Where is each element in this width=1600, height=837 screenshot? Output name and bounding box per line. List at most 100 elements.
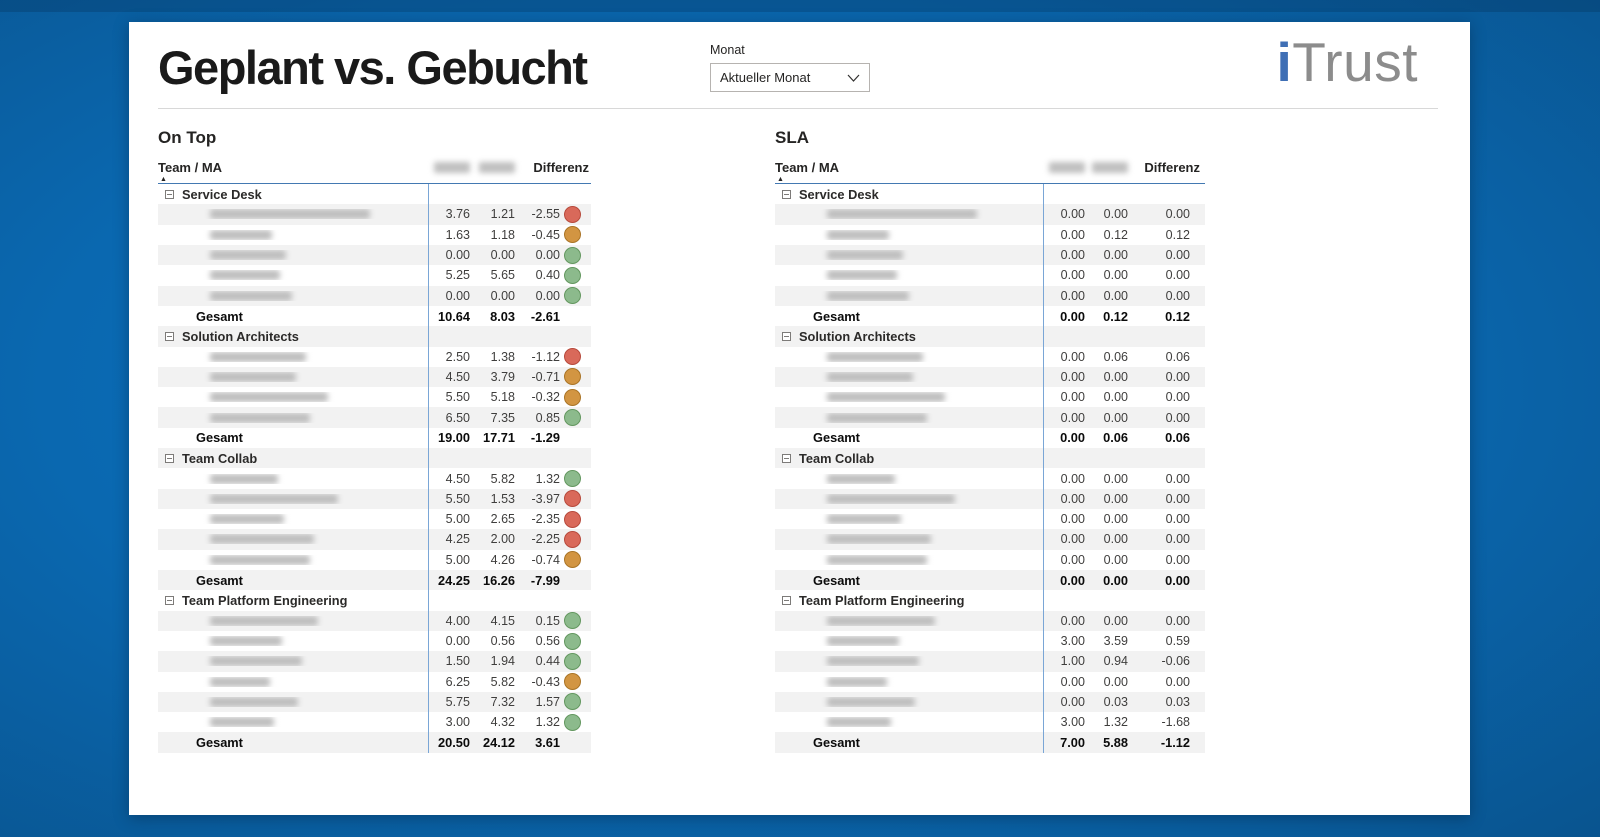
member-row[interactable]: 0.00 0.00 0.00 — [775, 204, 1205, 225]
member-row[interactable]: 0.00 0.00 0.00 — [775, 509, 1205, 529]
member-row[interactable]: 5.25 5.65 0.40 — [158, 265, 591, 285]
member-name-cell — [158, 412, 428, 423]
collapse-minus-icon[interactable] — [782, 595, 791, 605]
month-dropdown[interactable]: Aktueller Monat — [710, 63, 870, 92]
member-row[interactable]: 0.00 0.00 0.00 — [158, 285, 591, 306]
member-row[interactable]: 0.00 0.00 0.00 — [775, 366, 1205, 388]
member-row[interactable]: 0.00 0.06 0.06 — [775, 347, 1205, 367]
member-row[interactable]: 0.00 0.00 0.00 — [775, 244, 1205, 266]
member-row[interactable]: 1.00 0.94 -0.06 — [775, 651, 1205, 672]
member-row[interactable]: 6.25 5.82 -0.43 — [158, 672, 591, 692]
member-row[interactable]: 3.00 4.32 1.32 — [158, 712, 591, 732]
column-header-plan-redacted[interactable] — [1043, 158, 1085, 183]
member-row[interactable]: 3.76 1.21 -2.55 — [158, 204, 591, 225]
member-row[interactable]: 0.00 0.00 0.00 — [775, 550, 1205, 570]
member-row[interactable]: 4.50 3.79 -0.71 — [158, 366, 591, 388]
member-row[interactable]: 0.00 0.00 0.00 — [775, 407, 1205, 428]
total-label-cell: Gesamt — [158, 309, 428, 324]
group-row[interactable]: Team Platform Engineering — [158, 590, 591, 610]
redacted-header-blur — [434, 162, 470, 173]
member-row[interactable]: 0.00 0.12 0.12 — [775, 225, 1205, 245]
diff-value: 0.00 — [1165, 248, 1190, 263]
status-red-indicator — [564, 510, 581, 528]
total-row: Gesamt 7.00 5.88 -1.12 — [775, 732, 1205, 753]
member-row[interactable]: 4.25 2.00 -2.25 — [158, 529, 591, 550]
collapse-minus-icon[interactable] — [782, 331, 791, 341]
total-diff-value: -7.99 — [530, 572, 560, 588]
sla-body: Service Desk 0.00 0.00 0.00 0.00 0.12 0.12 0.00… — [775, 184, 1205, 753]
collapse-minus-icon[interactable] — [165, 331, 174, 341]
plan-value: 4.50 — [445, 471, 470, 486]
member-row[interactable]: 0.00 0.03 0.03 — [775, 691, 1205, 713]
total-diff-value: -1.12 — [1160, 735, 1190, 751]
group-row[interactable]: Team Collab — [158, 448, 591, 469]
group-row[interactable]: Team Collab — [775, 448, 1205, 469]
collapse-minus-icon[interactable] — [782, 453, 791, 463]
total-label-cell: Gesamt — [775, 735, 1043, 750]
group-row[interactable]: Team Platform Engineering — [775, 590, 1205, 610]
member-row[interactable]: 3.00 1.32 -1.68 — [775, 712, 1205, 732]
plan-value: 1.63 — [445, 227, 470, 242]
member-row[interactable]: 5.75 7.32 1.57 — [158, 691, 591, 713]
column-header-differenz[interactable]: Differenz — [533, 160, 589, 175]
status-cell — [560, 551, 591, 569]
member-row[interactable]: 6.50 7.35 0.85 — [158, 407, 591, 428]
member-row[interactable]: 0.00 0.00 0.00 — [775, 285, 1205, 306]
diff-value: 0.00 — [1165, 512, 1190, 527]
member-row[interactable]: 5.00 2.65 -2.35 — [158, 509, 591, 529]
group-name-label: Team Collab — [799, 450, 875, 466]
member-row[interactable]: 5.50 5.18 -0.32 — [158, 387, 591, 407]
collapse-minus-icon[interactable] — [165, 595, 174, 605]
gebucht-value: 7.32 — [490, 694, 515, 709]
member-row[interactable]: 4.50 5.82 1.32 — [158, 468, 591, 488]
column-header-team[interactable]: Team / MA ▲ — [775, 158, 1043, 183]
member-row[interactable]: 0.00 0.56 0.56 — [158, 631, 591, 651]
member-name-redacted — [827, 473, 895, 484]
page-title: Geplant vs. Gebucht — [158, 41, 588, 94]
total-gebucht-value: 24.12 — [482, 735, 515, 751]
collapse-minus-icon[interactable] — [165, 189, 174, 199]
member-name-cell — [775, 290, 1043, 301]
member-row[interactable]: 0.00 0.00 0.00 — [775, 529, 1205, 550]
collapse-minus-icon[interactable] — [782, 189, 791, 199]
column-header-differenz[interactable]: Differenz — [1144, 160, 1200, 175]
member-row[interactable]: 3.00 3.59 0.59 — [775, 631, 1205, 651]
collapse-minus-icon[interactable] — [165, 453, 174, 463]
member-row[interactable]: 4.00 4.15 0.15 — [158, 610, 591, 631]
diff-value: -2.55 — [531, 207, 561, 222]
status-orange-indicator — [564, 368, 581, 386]
member-row[interactable]: 0.00 0.00 0.00 — [775, 387, 1205, 407]
total-label-cell: Gesamt — [158, 430, 428, 445]
member-row[interactable]: 0.00 0.00 0.00 — [775, 610, 1205, 631]
plan-value: 0.00 — [1060, 390, 1085, 405]
member-row[interactable]: 0.00 0.00 0.00 — [775, 468, 1205, 488]
member-row[interactable]: 0.00 0.00 0.00 — [775, 672, 1205, 692]
member-row[interactable]: 1.63 1.18 -0.45 — [158, 225, 591, 245]
total-label: Gesamt — [813, 430, 860, 446]
total-label: Gesamt — [196, 572, 243, 588]
column-header-plan-redacted[interactable] — [428, 158, 470, 183]
member-row[interactable]: 5.00 4.26 -0.74 — [158, 550, 591, 570]
diff-value: 0.00 — [1165, 390, 1190, 405]
member-row[interactable]: 0.00 0.00 0.00 — [158, 244, 591, 266]
member-name-cell — [775, 615, 1043, 626]
column-header-team[interactable]: Team / MA ▲ — [158, 158, 428, 183]
column-header-gebucht-redacted[interactable] — [1085, 158, 1128, 183]
plan-value: 5.50 — [445, 390, 470, 405]
diff-value: 0.15 — [535, 613, 560, 628]
member-row[interactable]: 5.50 1.53 -3.97 — [158, 488, 591, 509]
diff-value: 0.59 — [1165, 634, 1190, 649]
column-header-gebucht-redacted[interactable] — [470, 158, 515, 183]
group-row[interactable]: Solution Architects — [158, 326, 591, 347]
member-row[interactable]: 2.50 1.38 -1.12 — [158, 347, 591, 367]
member-row[interactable]: 0.00 0.00 0.00 — [775, 488, 1205, 509]
gebucht-value: 4.15 — [490, 613, 515, 628]
redacted-header-blur — [1049, 162, 1085, 173]
gebucht-value: 5.82 — [490, 674, 515, 689]
group-row[interactable]: Service Desk — [158, 184, 591, 204]
member-row[interactable]: 0.00 0.00 0.00 — [775, 265, 1205, 285]
member-row[interactable]: 1.50 1.94 0.44 — [158, 651, 591, 672]
group-row[interactable]: Service Desk — [775, 184, 1205, 204]
total-diff-value: 0.12 — [1165, 308, 1190, 324]
group-row[interactable]: Solution Architects — [775, 326, 1205, 347]
